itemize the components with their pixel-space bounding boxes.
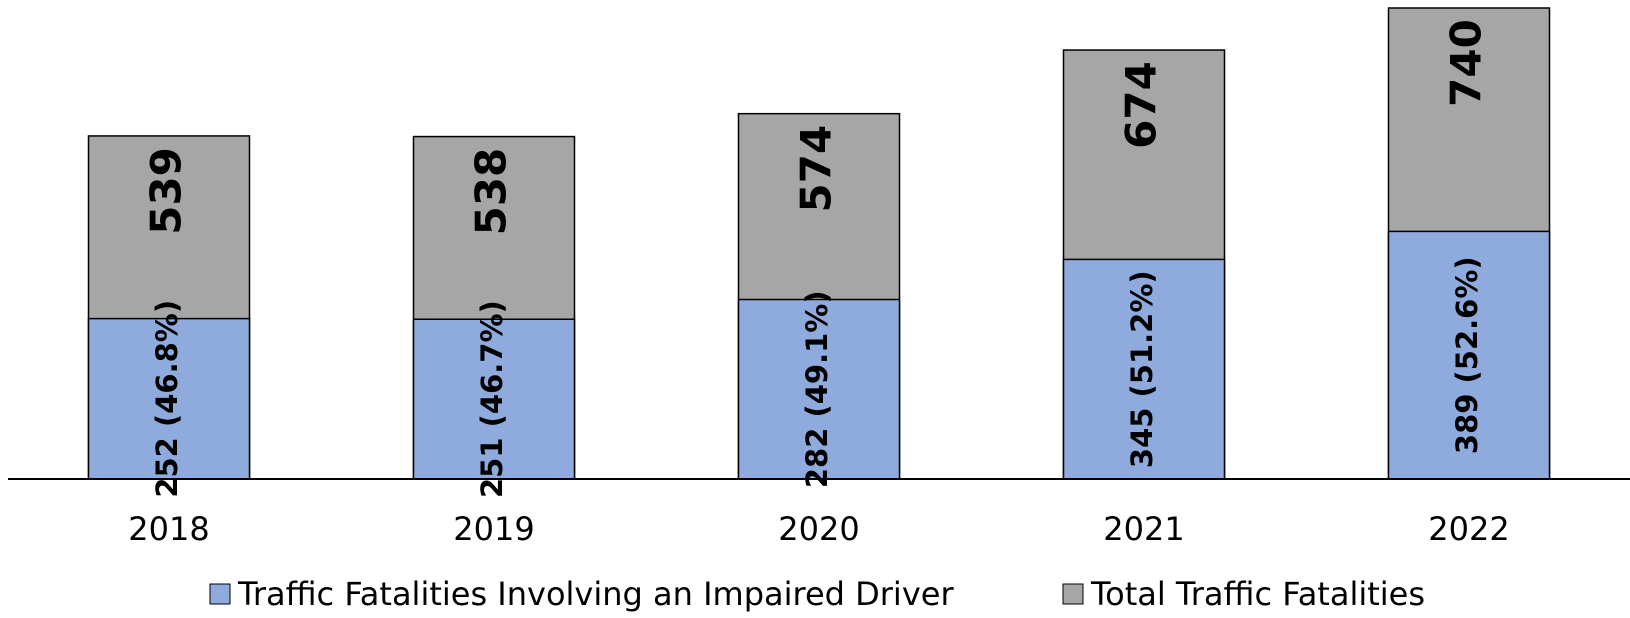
- legend-swatch: [209, 583, 231, 605]
- data-label: 251 (46.7%): [475, 300, 509, 498]
- data-label: 252 (46.8%): [150, 300, 184, 498]
- bar: [1062, 258, 1226, 480]
- data-label: 674: [1117, 61, 1166, 149]
- x-tick-label: 2018: [128, 510, 209, 548]
- data-label: 740: [1442, 19, 1491, 107]
- legend-label: Total Traffic Fatalities: [1090, 575, 1425, 613]
- data-label: 345 (51.2%): [1125, 270, 1159, 468]
- data-label: 574: [792, 125, 841, 213]
- data-label: 282 (49.1%): [800, 290, 834, 488]
- bar: [412, 318, 576, 480]
- bar: [1387, 230, 1551, 480]
- data-label: 389 (52.6%): [1450, 256, 1484, 454]
- legend-label: Traffic Fatalities Involving an Impaired…: [237, 575, 954, 613]
- data-label: 539: [142, 147, 191, 235]
- x-tick-label: 2019: [453, 510, 534, 548]
- x-tick-label: 2021: [1103, 510, 1184, 548]
- x-tick-label: 2022: [1428, 510, 1509, 548]
- x-tick-label: 2020: [778, 510, 859, 548]
- legend-swatch: [1062, 583, 1084, 605]
- data-label: 538: [467, 148, 516, 236]
- bar: [87, 317, 251, 480]
- bar: [737, 298, 901, 480]
